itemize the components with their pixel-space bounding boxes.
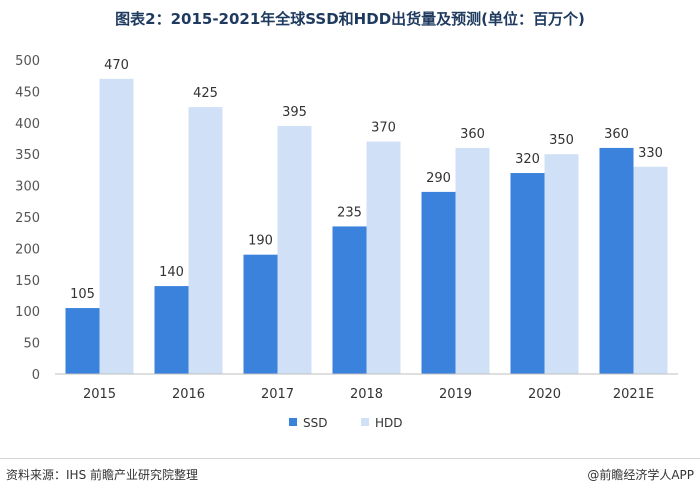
data-label: 395 (282, 105, 307, 120)
legend-swatch (361, 418, 369, 426)
x-tick-label: 2017 (261, 387, 294, 402)
bar-hdd (633, 166, 668, 374)
data-label: 330 (638, 146, 663, 161)
data-label: 290 (426, 171, 451, 186)
y-tick-label: 150 (15, 274, 40, 289)
bar-ssd (332, 226, 367, 374)
legend-swatch (289, 418, 297, 426)
data-label: 350 (549, 133, 574, 148)
data-label: 470 (104, 58, 129, 73)
data-label: 360 (460, 127, 485, 142)
legend: SSD HDD (289, 416, 403, 430)
data-label: 320 (515, 152, 540, 167)
data-label: 360 (604, 127, 629, 142)
bar-hdd (455, 147, 490, 374)
data-label: 370 (371, 121, 396, 136)
bar-ssd (65, 308, 100, 374)
bar-ssd (154, 286, 189, 374)
x-tick-label: 2021E (613, 387, 654, 402)
data-label: 235 (337, 205, 362, 220)
bar-ssd (243, 254, 278, 374)
y-tick-label: 500 (15, 54, 40, 69)
y-tick-label: 450 (15, 85, 40, 100)
x-tick-label: 2018 (350, 387, 383, 402)
data-label: 425 (193, 86, 218, 101)
chart-title: 图表2：2015-2021年全球SSD和HDD出货量及预测(单位：百万个) (115, 10, 585, 28)
legend-label: HDD (375, 416, 403, 430)
data-label: 105 (70, 287, 95, 302)
bar-hdd (99, 78, 134, 374)
bar-chart: 0 50 100 150 200 250 300 350 400 450 500 105 470 140… (15, 54, 678, 430)
legend-label: SSD (303, 416, 327, 430)
data-label: 140 (159, 265, 184, 280)
brand-credit: @前瞻经济学人APP (587, 468, 694, 482)
y-tick-label: 400 (15, 117, 40, 132)
bar-hdd (188, 107, 223, 374)
bar-series-group: 105 470 140 425 190 395 235 370 290 360 320 350 360 3… (65, 58, 668, 374)
footer: 资料来源：IHS 前瞻产业研究院整理 @前瞻经济学人APP (0, 458, 700, 489)
y-tick-label: 50 (23, 337, 40, 352)
y-tick-label: 200 (15, 242, 40, 257)
y-tick-label: 350 (15, 148, 40, 163)
y-tick-label: 100 (15, 305, 40, 320)
bar-hdd (544, 154, 579, 374)
bar-hdd (366, 141, 401, 374)
x-tick-label: 2019 (439, 387, 472, 402)
bar-ssd (510, 173, 545, 374)
x-tick-label: 2015 (83, 387, 116, 402)
x-tick-label: 2020 (528, 387, 561, 402)
bar-hdd (277, 125, 312, 374)
y-tick-label: 0 (32, 368, 40, 383)
y-axis: 0 50 100 150 200 250 300 350 400 450 500 (15, 54, 40, 383)
data-label: 190 (248, 234, 273, 249)
bar-ssd (421, 191, 456, 374)
y-tick-label: 300 (15, 180, 40, 195)
y-tick-label: 250 (15, 211, 40, 226)
x-tick-label: 2016 (172, 387, 205, 402)
x-axis: 2015 2016 2017 2018 2019 2020 2021E (55, 373, 678, 402)
source-note: 资料来源：IHS 前瞻产业研究院整理 (6, 468, 198, 482)
bar-ssd (599, 147, 634, 374)
